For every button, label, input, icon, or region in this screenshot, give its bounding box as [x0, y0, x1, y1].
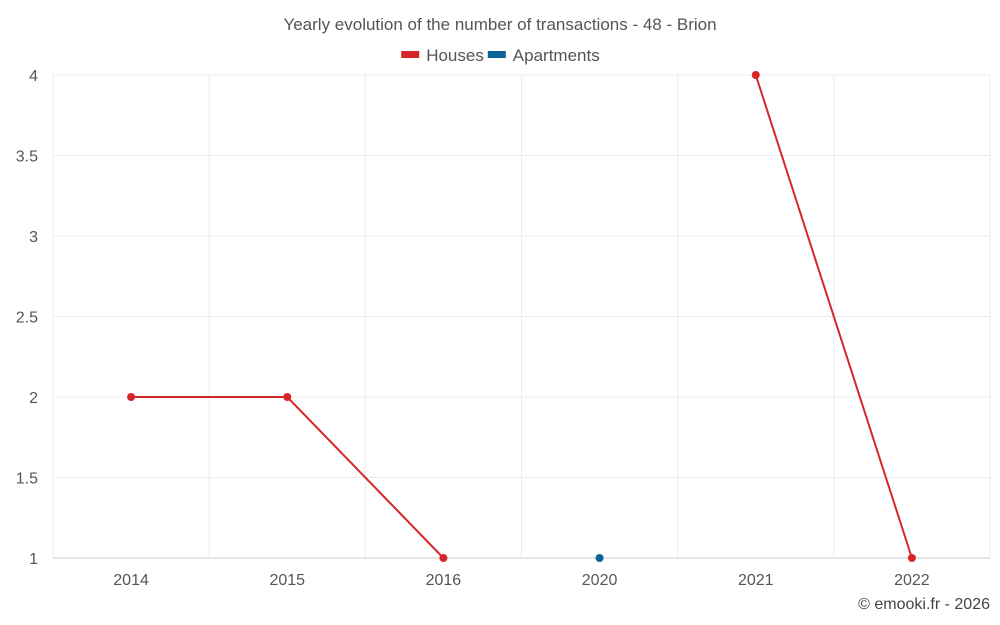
y-tick-label: 2.5 — [16, 310, 38, 327]
x-tick-label: 2014 — [113, 572, 149, 589]
y-tick-label: 2 — [29, 390, 38, 407]
legend-label-apartments[interactable]: Apartments — [513, 46, 600, 65]
x-tick-label: 2022 — [894, 572, 930, 589]
y-tick-label: 1 — [29, 551, 38, 568]
y-tick-label: 3 — [29, 229, 38, 246]
data-point-apartments[interactable] — [595, 554, 604, 562]
x-tick-label: 2021 — [738, 572, 774, 589]
data-point-houses[interactable] — [283, 393, 292, 401]
y-axis: 1 1.5 2 2.5 3 3.5 4 — [16, 68, 38, 568]
series-line-houses — [754, 74, 913, 559]
legend-key-houses — [401, 51, 420, 58]
y-tick-label: 3.5 — [16, 149, 38, 166]
data-point-houses[interactable] — [751, 71, 760, 79]
legend: Houses Apartments — [401, 46, 600, 65]
x-axis: 2014 2015 2016 2020 2021 2022 — [113, 572, 930, 589]
x-tick-label: 2020 — [582, 572, 618, 589]
data-point-houses[interactable] — [439, 554, 448, 562]
data-point-houses[interactable] — [127, 393, 136, 401]
chart-title: Yearly evolution of the number of transa… — [283, 15, 716, 34]
y-tick-label: 4 — [29, 68, 38, 85]
x-tick-label: 2015 — [269, 572, 305, 589]
legend-label-houses[interactable]: Houses — [426, 46, 484, 65]
y-tick-label: 1.5 — [16, 471, 38, 488]
data-point-houses[interactable] — [907, 554, 916, 562]
legend-key-apartments — [487, 51, 506, 58]
credit-text: © emooki.fr - 2026 — [858, 596, 990, 613]
series-points — [127, 71, 916, 562]
x-tick-label: 2016 — [426, 572, 462, 589]
grid — [52, 74, 991, 559]
